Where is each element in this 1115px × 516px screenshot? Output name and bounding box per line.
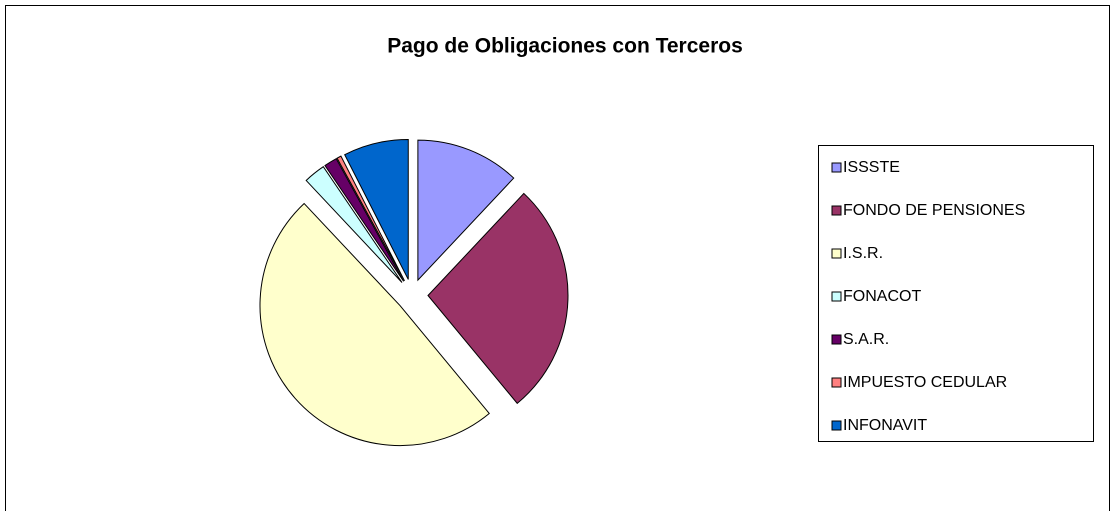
legend-label: FONACOT (843, 288, 921, 305)
legend-swatch (831, 334, 842, 345)
pie-slice (324, 157, 405, 282)
legend-label: S.A.R. (843, 331, 889, 348)
pie-slice (417, 139, 515, 282)
legend-label: FONDO DE PENSIONES (843, 202, 1025, 219)
legend-label: ISSSTE (843, 159, 900, 176)
legend-swatch (831, 248, 842, 259)
pie-slice (427, 192, 569, 405)
legend-box (818, 145, 1094, 442)
legend-swatch (831, 377, 842, 388)
legend-swatch (831, 162, 842, 173)
legend-swatch (831, 205, 842, 216)
legend-label: INFONAVIT (843, 417, 927, 434)
pie-slice (344, 138, 409, 280)
chart-title: Pago de Obligaciones con Terceros (387, 35, 743, 58)
legend-label: IMPUESTO CEDULAR (843, 374, 1007, 391)
legend-swatch (831, 420, 842, 431)
pie-slice (336, 155, 405, 282)
pie-slice (259, 202, 490, 447)
legend-label: I.S.R. (843, 245, 883, 262)
pie-slice (305, 166, 403, 283)
legend-swatch (831, 291, 842, 302)
